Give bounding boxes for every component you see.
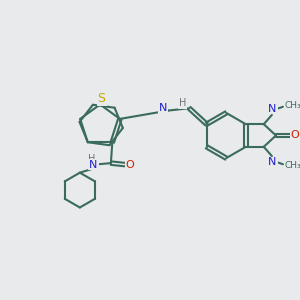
- Text: H: H: [88, 154, 95, 164]
- Text: N: N: [268, 158, 277, 167]
- Text: CH₃: CH₃: [285, 101, 300, 110]
- Text: O: O: [126, 160, 134, 170]
- Text: H: H: [179, 98, 187, 108]
- Text: S: S: [98, 92, 106, 105]
- Text: N: N: [89, 160, 98, 170]
- Text: N: N: [159, 103, 167, 113]
- Text: O: O: [291, 130, 299, 140]
- Text: N: N: [268, 103, 277, 113]
- Text: CH₃: CH₃: [285, 161, 300, 170]
